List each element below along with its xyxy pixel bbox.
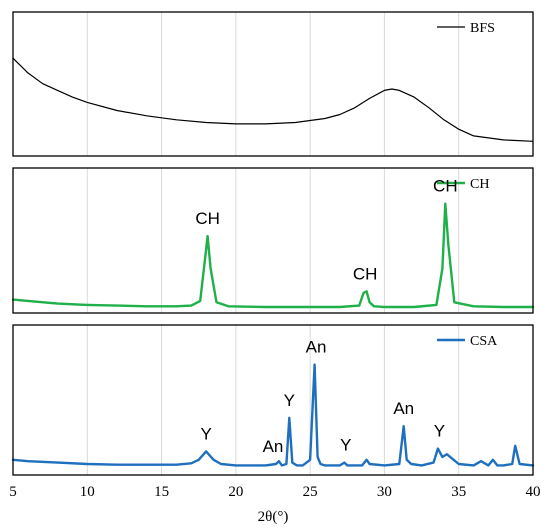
panel-frame-csa: [12, 324, 534, 476]
legend-label-csa: CSA: [470, 334, 498, 349]
panel-frame-bfs: [12, 11, 534, 157]
peak-label: Y: [200, 424, 211, 443]
peak-label: An: [306, 338, 327, 357]
x-tick-label: 25: [303, 484, 318, 500]
panel-frame-ch: [12, 167, 534, 314]
peak-label: CH: [433, 177, 458, 196]
series-line-bfs: [12, 57, 534, 142]
peak-label: CH: [195, 209, 220, 228]
x-tick-label: 35: [451, 484, 466, 500]
x-axis-title: 2θ(°): [258, 509, 289, 525]
legend-label-ch: CH: [470, 177, 489, 192]
peak-label: Y: [434, 422, 445, 441]
x-tick-label: 30: [377, 484, 392, 500]
peak-label: An: [263, 437, 284, 456]
peak-label: Y: [340, 436, 351, 455]
x-tick-label: 20: [228, 484, 243, 500]
x-tick-label: 15: [154, 484, 169, 500]
x-tick-label: 10: [80, 484, 95, 500]
peak-label: Y: [284, 391, 295, 410]
peak-label: An: [393, 399, 414, 418]
series-line-csa: [11, 363, 535, 467]
x-tick-label: 5: [9, 484, 17, 500]
peak-label: CH: [353, 264, 378, 283]
legend-label-bfs: BFS: [470, 21, 495, 36]
series-line-ch: [11, 202, 535, 309]
x-tick-label: 40: [526, 484, 541, 500]
